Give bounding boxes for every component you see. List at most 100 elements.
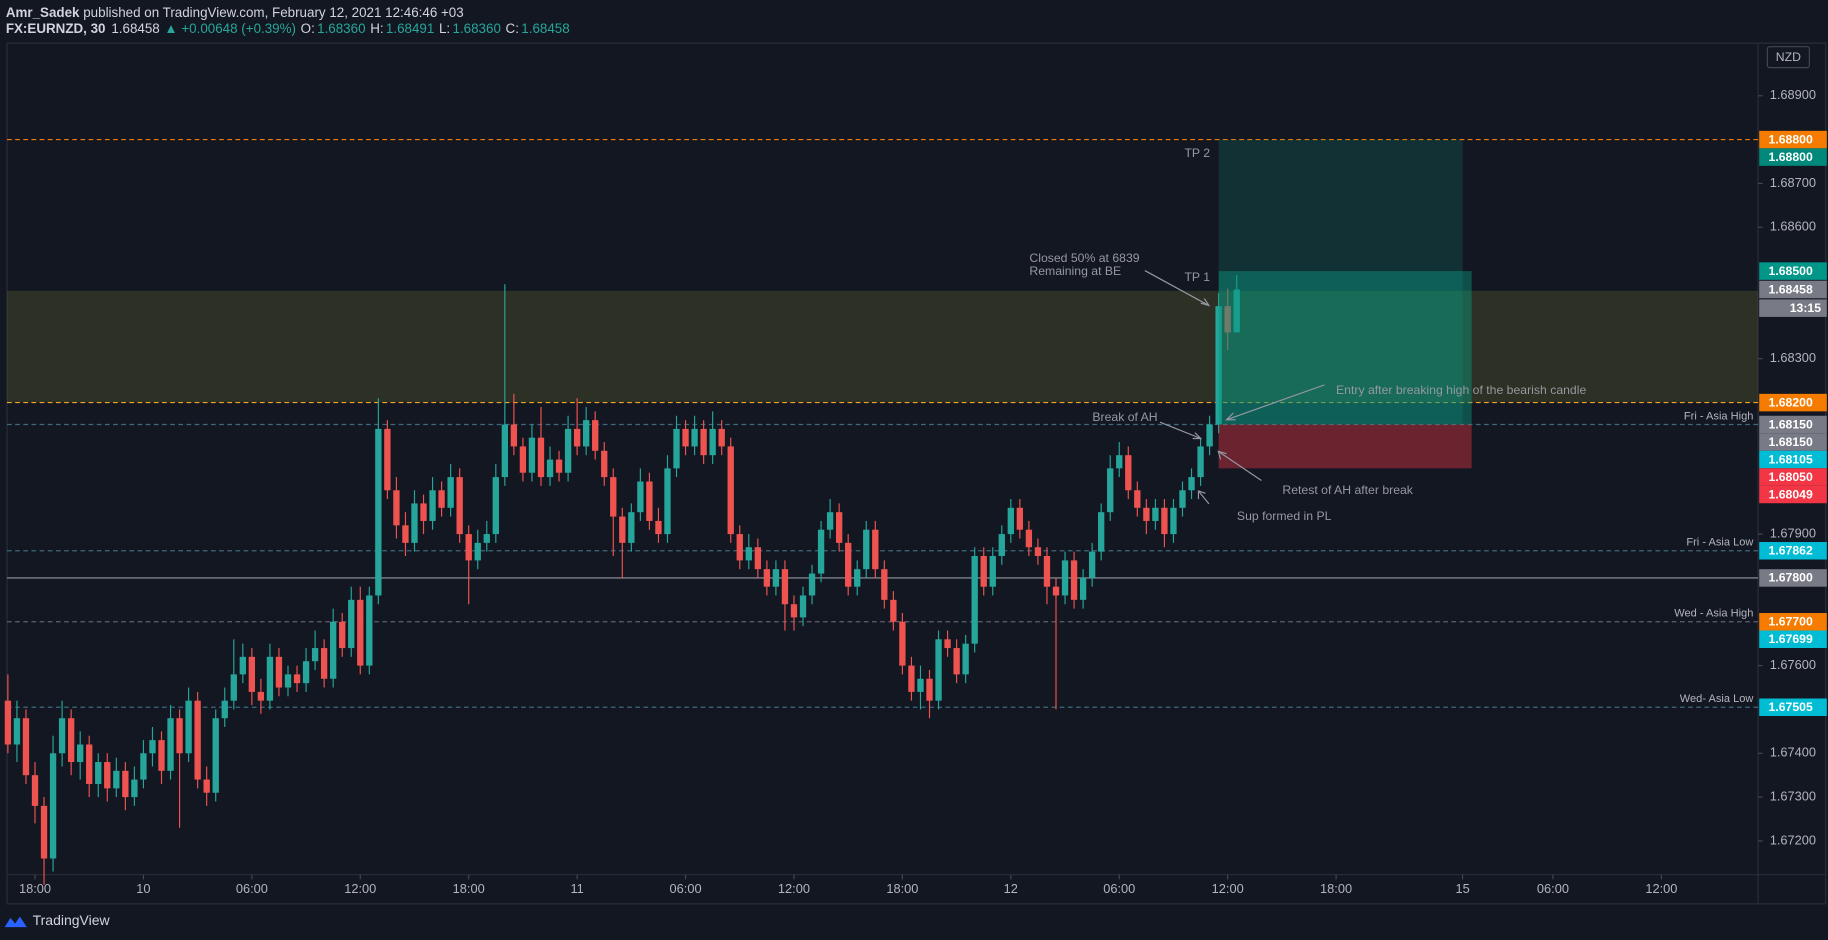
- x-tick-label: 18:00: [453, 881, 485, 896]
- candle-body: [573, 428, 581, 447]
- x-tick-label: 12:00: [344, 881, 376, 896]
- candle-body: [1143, 507, 1150, 521]
- level-label: Fri - Asia Low: [1686, 537, 1754, 549]
- candle-body: [1025, 529, 1033, 548]
- candle-body: [772, 569, 780, 587]
- candle-body: [393, 490, 400, 526]
- candle-body: [239, 656, 246, 675]
- candle-body: [854, 569, 861, 587]
- candle-body: [763, 569, 771, 587]
- candle-body: [185, 700, 192, 754]
- candle-body: [845, 542, 852, 587]
- candle-body: [248, 656, 256, 692]
- candle-body: [619, 516, 626, 543]
- annotation: Closed 50% at 6839: [1029, 251, 1139, 265]
- candle-body: [4, 700, 12, 745]
- candle-body: [655, 520, 662, 535]
- candle-body: [302, 661, 310, 684]
- candle-body: [1098, 512, 1105, 552]
- candle-body: [808, 573, 816, 596]
- candle-body: [646, 481, 653, 521]
- brand-name: TradingView: [33, 912, 111, 928]
- candle-body: [411, 503, 418, 543]
- price-label-box: [1759, 698, 1827, 716]
- candle-body: [284, 674, 292, 688]
- candle-body: [456, 477, 463, 535]
- candle-body: [555, 459, 563, 473]
- x-tick-label: 12:00: [1212, 881, 1244, 896]
- candle-body: [962, 643, 969, 675]
- y-tick-label: 1.67200: [1770, 832, 1816, 847]
- currency-box[interactable]: [1766, 46, 1810, 69]
- candle-body: [682, 428, 689, 447]
- annotation: Entry after breaking high of the bearish…: [1336, 383, 1586, 397]
- level-label: Wed- Asia Low: [1680, 693, 1755, 705]
- candle-body: [980, 556, 987, 587]
- price-label: 1.67862: [1769, 544, 1813, 558]
- countdown-box: [1759, 299, 1827, 317]
- stop-zone: [1218, 424, 1472, 469]
- candle-body: [908, 665, 915, 692]
- y-tick-label: 1.67600: [1770, 657, 1816, 672]
- candle-body: [492, 477, 499, 535]
- author: Amr_Sadek: [6, 4, 80, 19]
- candle-body: [348, 599, 355, 649]
- level-label: Fri - Asia High: [1684, 410, 1753, 422]
- candle-body: [330, 621, 337, 679]
- candle-body: [890, 599, 897, 622]
- y-tick-label: 1.67400: [1770, 745, 1816, 760]
- candle-body: [881, 569, 888, 600]
- candle-body: [1088, 551, 1096, 578]
- o: 1.68360: [317, 21, 365, 36]
- candle-body: [483, 534, 490, 543]
- candle-body: [357, 599, 364, 666]
- l: 1.68360: [452, 21, 500, 36]
- candle-body: [998, 534, 1005, 557]
- candle-body: [402, 525, 409, 543]
- currency[interactable]: NZD: [1776, 50, 1801, 64]
- candle-body: [546, 459, 554, 478]
- price-label: 1.67699: [1769, 632, 1813, 646]
- candle-body: [664, 468, 671, 535]
- candle-body: [113, 770, 120, 789]
- price-label: 1.68458: [1769, 282, 1813, 296]
- tp1-zone: [1218, 271, 1472, 425]
- candle-body: [49, 753, 57, 859]
- candle-body: [429, 490, 436, 521]
- candle-body: [989, 556, 996, 587]
- annotations: TP 2 TP 1 Closed 50% at 6839 Remaining a…: [1029, 146, 1586, 523]
- y-tick-label: 1.68600: [1770, 219, 1816, 234]
- position-tool: [1218, 139, 1472, 469]
- arrow: [1197, 490, 1210, 505]
- candle-body: [971, 556, 978, 644]
- candle-body: [1043, 556, 1051, 587]
- brand: TradingView: [4, 912, 111, 928]
- candle-body: [212, 718, 219, 793]
- candle-body: [835, 512, 843, 543]
- candle-body: [583, 420, 590, 447]
- price-label: 1.67800: [1769, 571, 1813, 585]
- x-tick-label: 11: [570, 881, 583, 896]
- candle-body: [926, 678, 933, 701]
- candle-body: [1007, 507, 1014, 535]
- price-label: 1.68800: [1769, 150, 1813, 164]
- candle-body: [474, 542, 481, 561]
- axes: 1.68900 1.68700 1.68600 1.68300 1.67900 1.676…: [19, 87, 1827, 896]
- candle-body: [1233, 289, 1240, 333]
- candle-body: [781, 569, 789, 605]
- y-tick-label: 1.68900: [1770, 87, 1816, 102]
- candle-body: [826, 512, 834, 530]
- arrow: [1144, 270, 1211, 307]
- zone: [6, 290, 1759, 403]
- price-label-box: [1759, 485, 1827, 504]
- annotation: Retest of AH after break: [1282, 483, 1413, 497]
- candle-body: [375, 428, 382, 596]
- y-tick-label: 1.67900: [1770, 525, 1816, 540]
- candle-body: [673, 428, 680, 469]
- candle-body: [1215, 306, 1222, 425]
- candle-body: [176, 718, 183, 754]
- candle-body: [637, 481, 644, 513]
- candle-body: [501, 424, 509, 478]
- candle-body: [745, 547, 752, 561]
- annotation: TP 1: [1184, 270, 1210, 284]
